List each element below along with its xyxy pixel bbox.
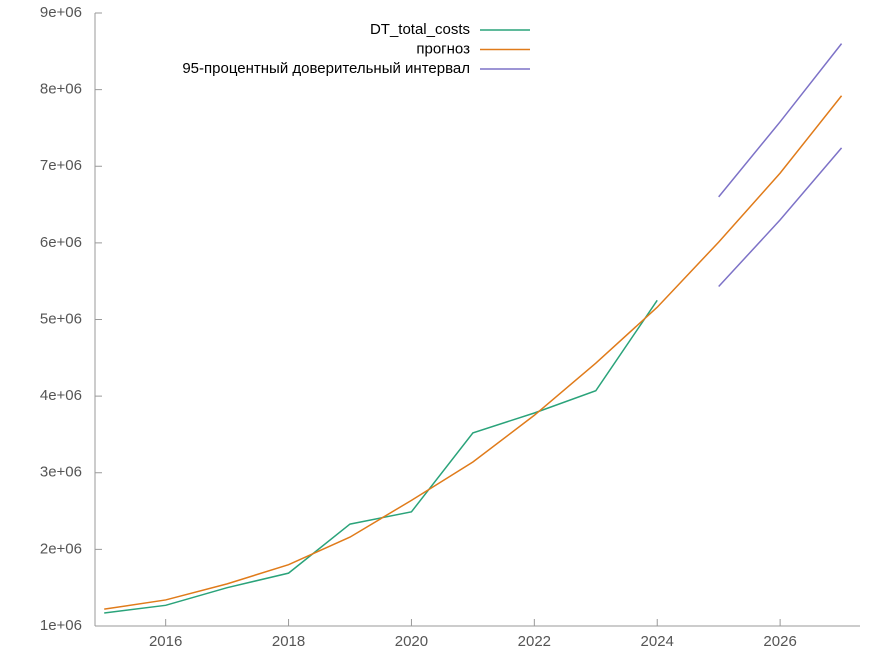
x-tick-label: 2026 — [763, 633, 796, 650]
y-tick-label: 8e+06 — [40, 81, 82, 98]
y-tick-label: 3e+06 — [40, 464, 82, 481]
legend-label: DT_total_costs — [370, 21, 470, 38]
legend-label: прогноз — [416, 40, 470, 57]
x-tick-label: 2020 — [395, 633, 428, 650]
y-tick-label: 5e+06 — [40, 310, 82, 327]
interval-lower — [718, 147, 843, 288]
y-tick-label: 1e+06 — [40, 617, 82, 634]
y-tick-label: 9e+06 — [40, 4, 82, 21]
y-tick-label: 4e+06 — [40, 387, 82, 404]
x-tick-label: 2022 — [518, 633, 551, 650]
interval-upper — [718, 43, 843, 198]
y-tick-label: 7e+06 — [40, 157, 82, 174]
x-tick-label: 2024 — [641, 633, 674, 650]
series-line — [104, 95, 843, 610]
legend-label: 95-процентный доверительный интервал — [182, 60, 470, 77]
x-tick-label: 2018 — [272, 633, 305, 650]
y-tick-label: 2e+06 — [40, 540, 82, 557]
series-line — [104, 299, 658, 614]
x-tick-label: 2016 — [149, 633, 182, 650]
y-tick-label: 6e+06 — [40, 234, 82, 251]
